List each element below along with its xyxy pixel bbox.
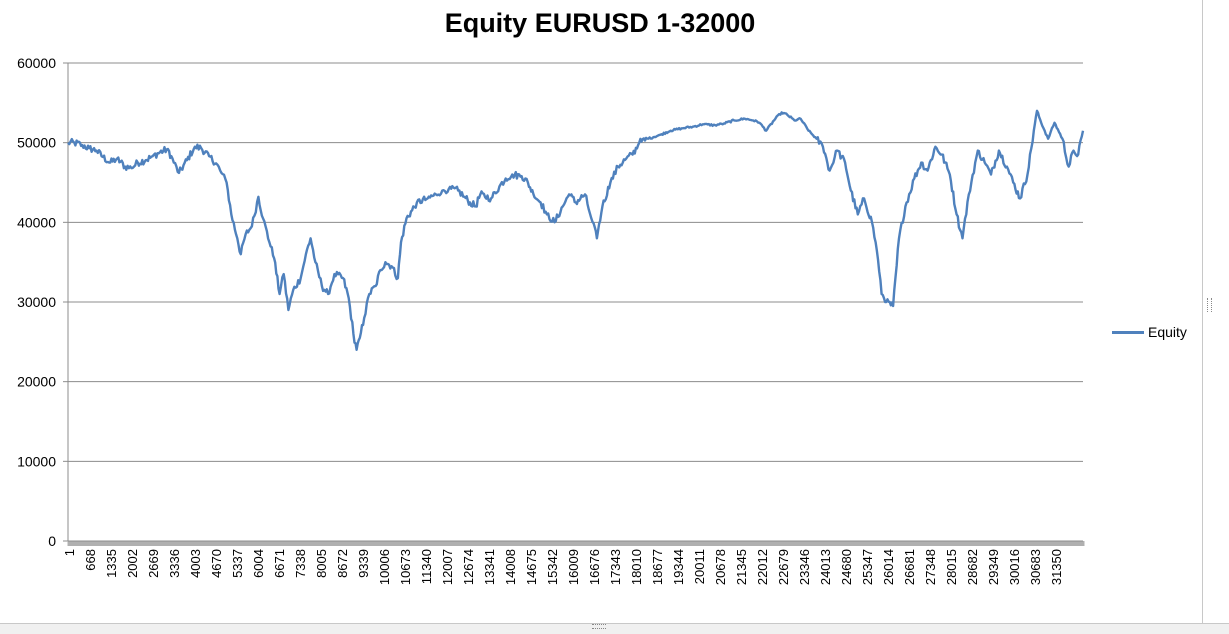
x-tick-label: 10006	[377, 549, 392, 585]
legend-swatch-equity	[1112, 330, 1144, 334]
x-tick-label: 30016	[1007, 549, 1022, 585]
y-tick-label: 40000	[17, 214, 56, 230]
x-tick-label: 15342	[545, 549, 560, 585]
x-tick-label: 25347	[860, 549, 875, 585]
legend: Equity	[1112, 324, 1187, 340]
x-axis: 1 668 1335 2002 2669 3336 4003 4670 5337 6004 6671…	[62, 540, 1085, 585]
y-tick-label: 20000	[17, 374, 56, 390]
x-tick-label: 9339	[356, 549, 371, 578]
x-tick-label: 12007	[440, 549, 455, 585]
chart-title: Equity EURUSD 1-32000	[444, 8, 756, 38]
x-tick-label: 18677	[650, 549, 665, 585]
x-tick-label: 4003	[188, 549, 203, 578]
x-tick-label: 16009	[566, 549, 581, 585]
x-tick-label: 7338	[293, 549, 308, 578]
legend-label-equity: Equity	[1148, 324, 1187, 340]
x-tick-label: 20678	[713, 549, 728, 585]
x-axis-ticks	[67, 541, 1085, 546]
x-tick-label: 27348	[923, 549, 938, 585]
x-tick-label: 24013	[818, 549, 833, 585]
x-tick-label: 22679	[776, 549, 791, 585]
window-right-border	[1202, 0, 1203, 624]
x-tick-label: 29349	[986, 549, 1001, 585]
x-tick-label: 26014	[881, 549, 896, 585]
x-tick-label: 1335	[104, 549, 119, 578]
y-tick-label: 10000	[17, 453, 56, 469]
x-tick-label: 28015	[944, 549, 959, 585]
y-tick-label: 60000	[17, 55, 56, 71]
series-line-equity	[67, 109, 1085, 351]
y-axis: 0 10000 20000 30000 40000 50000 60000	[17, 55, 69, 549]
x-tick-label: 12674	[461, 549, 476, 585]
x-tick-label: 2669	[146, 549, 161, 578]
x-tick-label: 2002	[125, 549, 140, 578]
x-tick-label: 668	[83, 549, 98, 571]
x-tick-label: 18010	[629, 549, 644, 585]
y-tick-label: 50000	[17, 135, 56, 151]
x-tick-label: 5337	[230, 549, 245, 578]
x-tick-label: 11340	[419, 549, 434, 584]
series-layer	[67, 109, 1085, 351]
resize-handle-right-icon[interactable]	[1207, 298, 1212, 312]
x-tick-label: 14675	[524, 549, 539, 585]
x-tick-label: 4670	[209, 549, 224, 578]
x-tick-label: 28682	[965, 549, 980, 585]
window-bottom-border	[0, 623, 1229, 634]
x-tick-label: 10673	[398, 549, 413, 585]
y-tick-label: 0	[48, 533, 56, 549]
x-tick-label: 17343	[608, 549, 623, 585]
x-tick-label: 6671	[272, 549, 287, 578]
x-tick-label: 8005	[314, 549, 329, 578]
x-tick-label: 3336	[167, 549, 182, 578]
x-tick-label: 23346	[797, 549, 812, 585]
x-tick-label: 30683	[1028, 549, 1043, 585]
x-tick-label: 8672	[335, 549, 350, 578]
x-tick-label: 19344	[671, 549, 686, 585]
gridlines	[68, 62, 1083, 462]
x-tick-label: 14008	[503, 549, 518, 585]
x-tick-label: 24680	[839, 549, 854, 585]
x-tick-label: 13341	[482, 549, 497, 585]
x-tick-label: 21345	[734, 549, 749, 585]
x-tick-label: 31350	[1049, 549, 1064, 585]
y-tick-label: 30000	[17, 294, 56, 310]
x-tick-label: 26681	[902, 549, 917, 585]
x-tick-label: 6004	[251, 549, 266, 578]
resize-handle-bottom-icon[interactable]	[592, 624, 606, 629]
x-tick-label: 22012	[755, 549, 770, 585]
x-tick-label: 20011	[692, 549, 707, 584]
x-tick-label: 16676	[587, 549, 602, 585]
x-tick-label: 1	[62, 549, 77, 556]
